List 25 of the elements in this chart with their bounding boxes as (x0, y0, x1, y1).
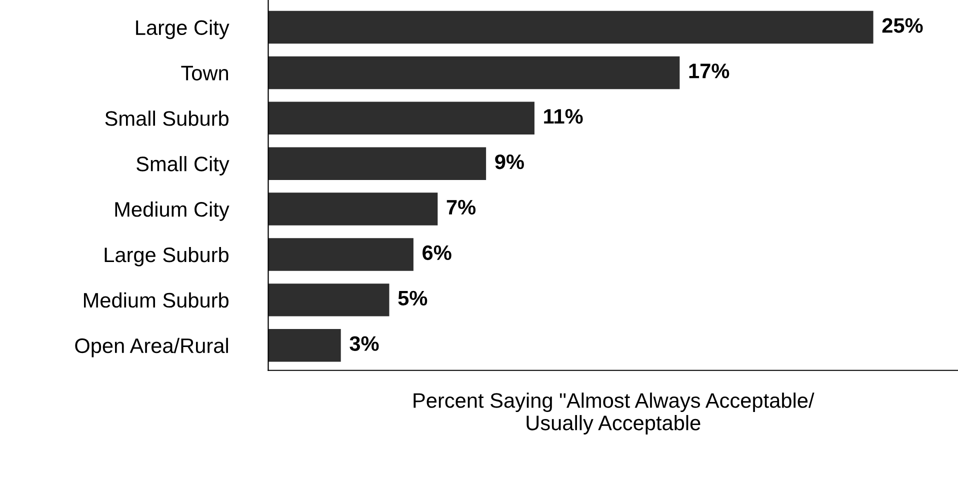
y-tick-label: Medium City (115, 201, 230, 221)
bar (268, 56, 680, 90)
data-label: 11% (544, 109, 583, 124)
data-label: 7% (446, 200, 476, 215)
data-label: 17% (689, 64, 730, 78)
y-tick-label: Large Suburb (104, 246, 228, 266)
data-label: 6% (422, 245, 452, 260)
data-label: 9% (495, 154, 524, 170)
data-label: 3% (350, 336, 379, 351)
bar (268, 102, 534, 135)
data-label: 5% (398, 290, 428, 306)
data-label: 25% (882, 18, 923, 33)
y-tick-label: Medium Suburb (84, 292, 228, 308)
bar (268, 238, 414, 271)
bar (268, 10, 874, 44)
bar (268, 192, 438, 226)
y-tick-label: Open Area/Rural (75, 338, 228, 358)
y-tick-label: Large City (136, 20, 230, 40)
x-axis-title: Percent Saying "Almost Always Acceptable/ Usually Acceptable (414, 392, 814, 434)
bar (268, 284, 390, 316)
y-tick-label: Small Suburb (105, 110, 228, 126)
y-tick-label: Town (181, 66, 228, 80)
bar (268, 329, 341, 362)
y-tick-label: Small City (136, 156, 230, 176)
bar (268, 147, 486, 180)
